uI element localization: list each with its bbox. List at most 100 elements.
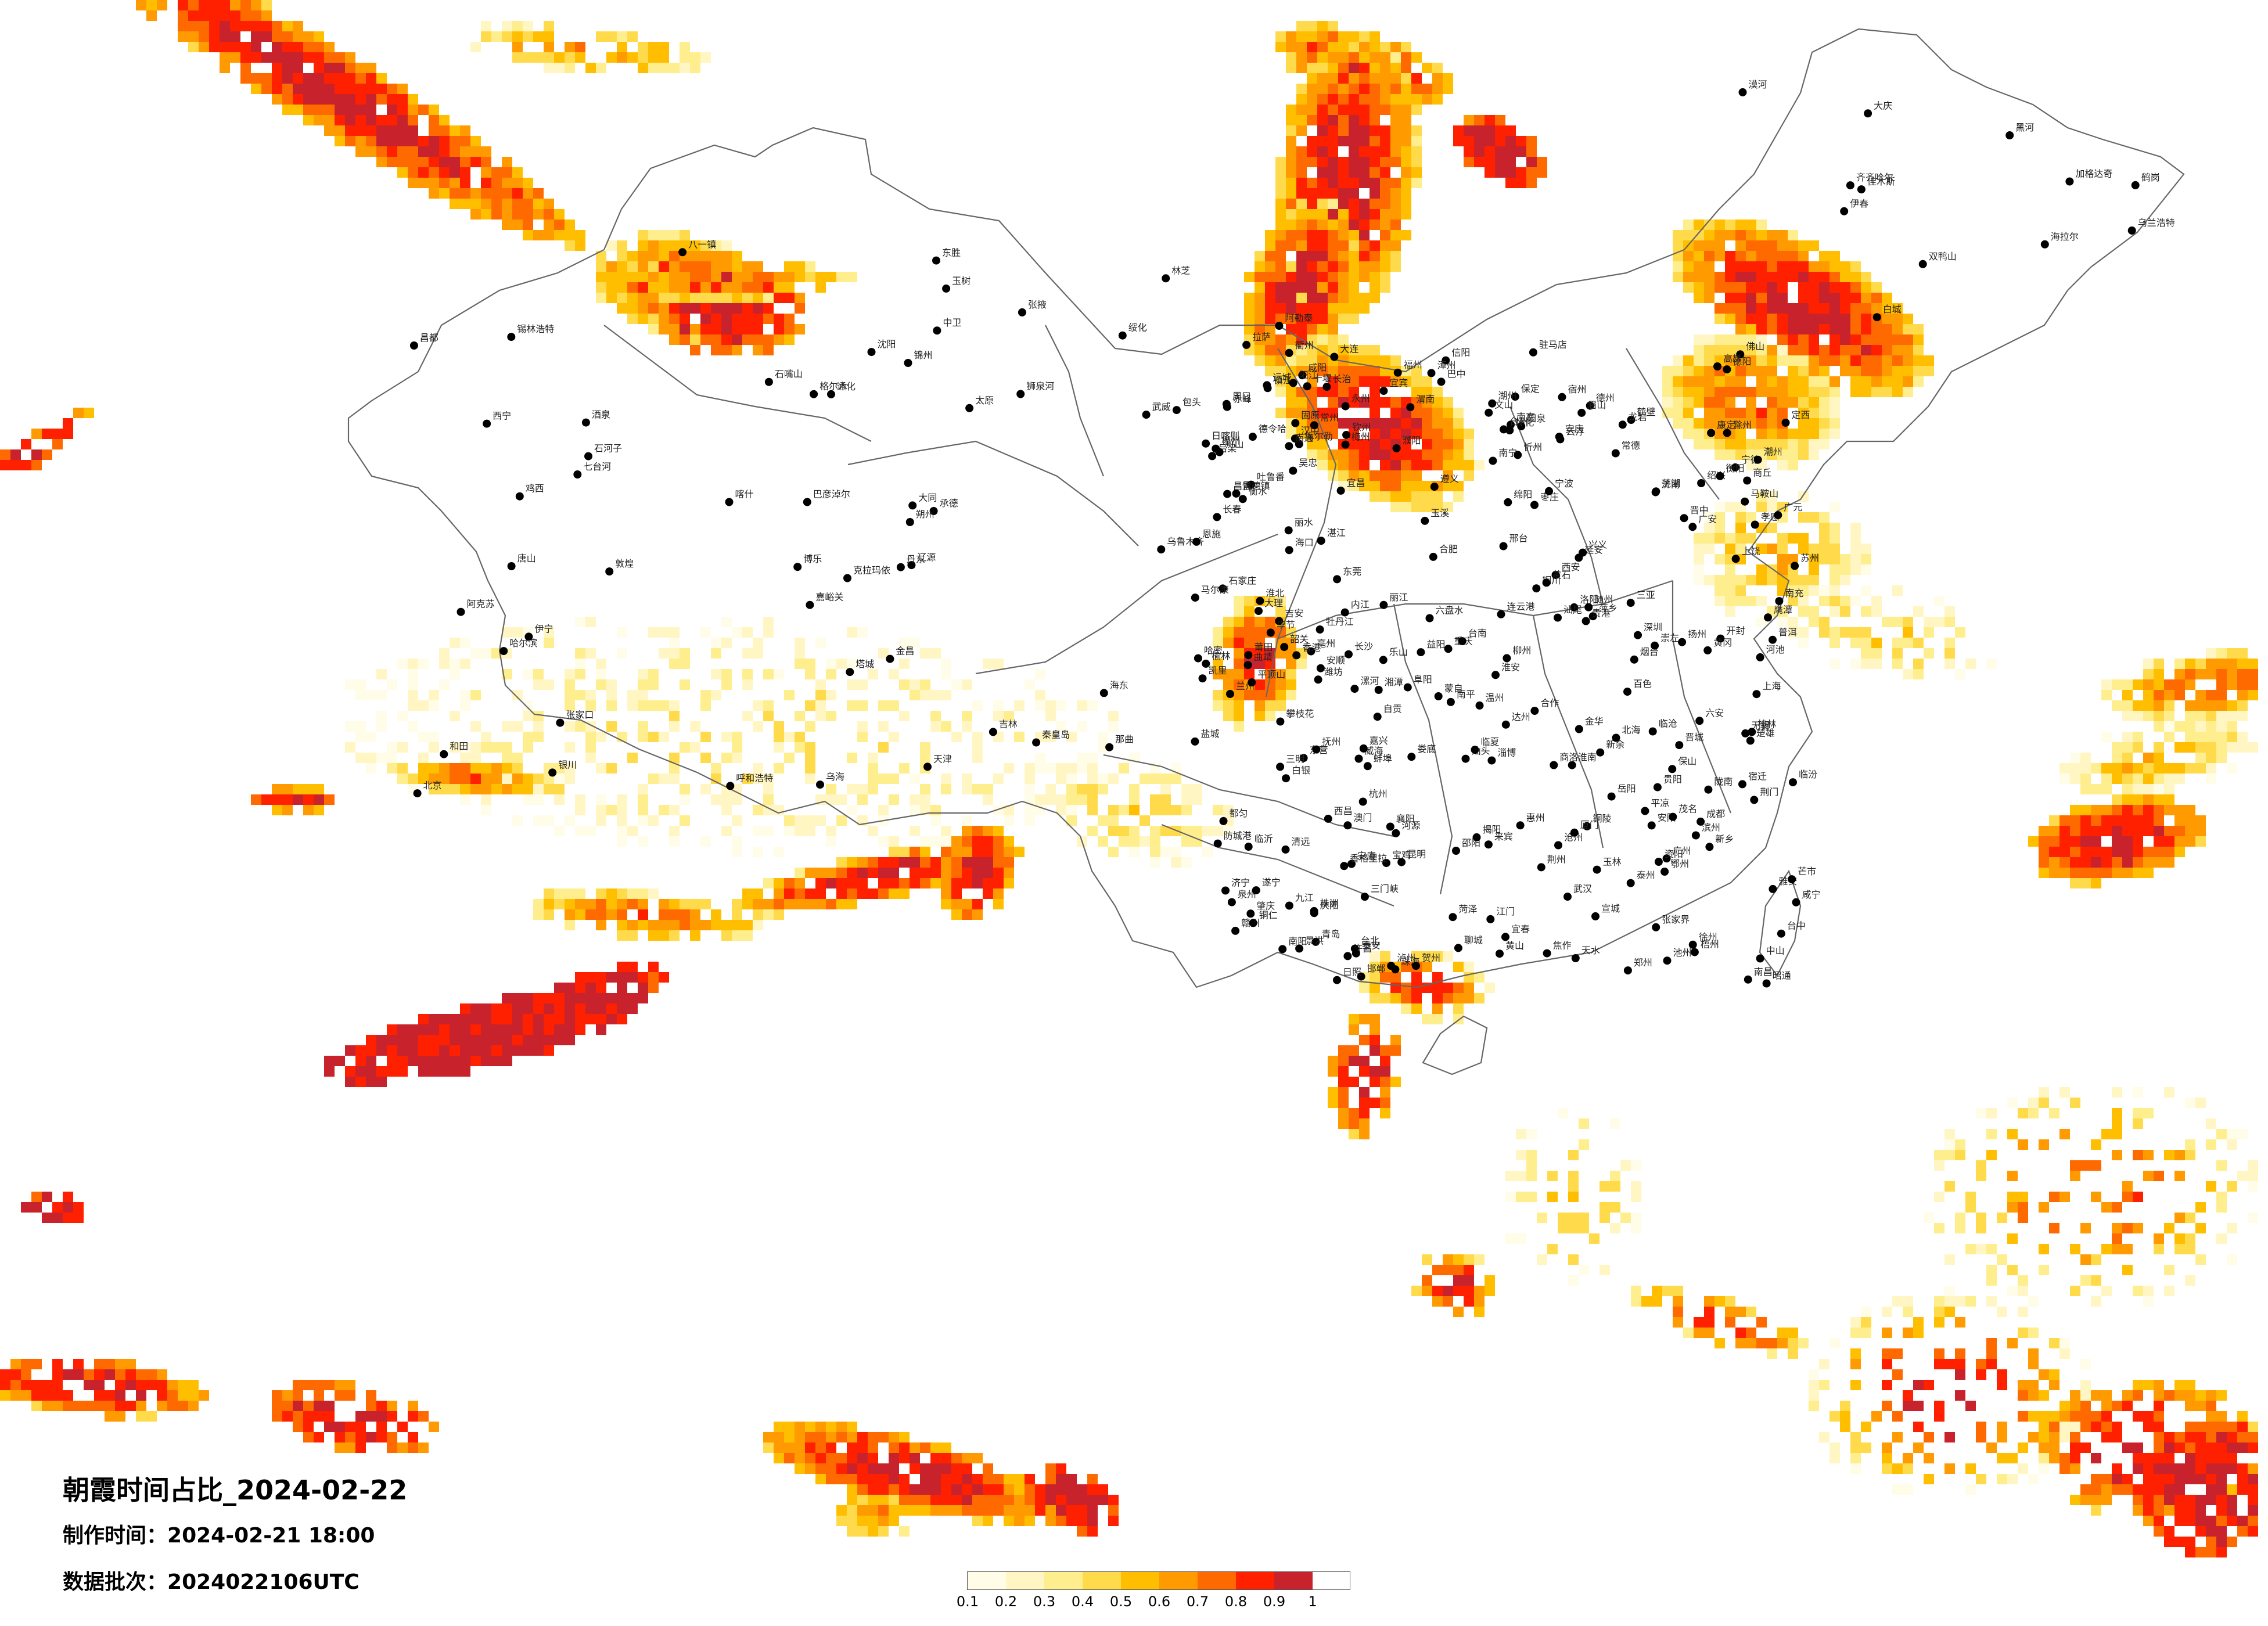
city-dot [1403,683,1412,692]
city-label: 河池 [1766,644,1785,655]
city-dot [1427,369,1436,377]
city-dot [1285,442,1293,451]
city-label: 黑河 [2015,122,2034,133]
city-dot [1583,822,1591,830]
legend-tick-label: 0.8 [1224,1593,1248,1610]
city-label: 晋城 [1685,732,1703,743]
city-dot [1496,949,1504,958]
city-label: 喀什 [735,489,754,500]
city-label: 赤峰 [1233,394,1252,405]
city-label: 商丘 [1753,467,1771,479]
city-dot [1731,555,1740,563]
city-label: 濮阳 [1403,435,1421,446]
city-dot [1485,408,1493,417]
city-label: 秦皇岛 [1042,729,1070,740]
city-label: 江门 [1496,906,1515,917]
city-label: 天水 [1582,945,1600,956]
sunrise-glow-heatmap [0,0,2258,1557]
city-label: 九江 [1295,893,1314,904]
city-dot [806,600,814,609]
city-dot [1675,741,1684,750]
city-dot [1386,822,1394,831]
city-dot [1570,603,1579,611]
city-label: 惠州 [1526,812,1545,823]
city-dot [1918,260,1927,268]
city-dot [1654,858,1663,866]
city-dot [1458,637,1467,646]
city-dot [1243,661,1252,670]
city-dot [1505,426,1514,434]
city-dot [1373,713,1382,721]
city-label: 七台河 [583,461,611,472]
city-dot [896,563,905,571]
city-label: 抚州 [1322,736,1340,747]
city-dot [1756,653,1764,661]
city-dot [1285,546,1293,555]
city-dot [2005,131,2014,139]
city-dot [1298,371,1307,380]
city-dot [524,632,533,641]
city-dot [1630,655,1638,664]
city-dot [1582,617,1590,625]
city-label: 河源 [1401,820,1420,831]
city-label: 德州 [1596,393,1615,404]
city-label: 钦州 [1352,422,1371,433]
city-dot [1499,542,1508,551]
legend-swatch [1121,1572,1159,1589]
legend-swatch [1006,1572,1044,1589]
city-dot [886,654,894,663]
city-label: 高雄 [1723,353,1742,364]
city-dot [1333,976,1341,984]
city-dot [1774,511,1782,520]
city-dot [1623,966,1632,975]
city-dot [1723,429,1731,437]
city-label: 来宾 [1494,831,1513,842]
city-dot [1343,821,1352,830]
city-label: 克拉玛依 [853,565,890,576]
city-label: 鸡西 [526,483,544,494]
city-label: 渭南 [1416,394,1435,405]
city-label: 淮南 [1578,752,1597,763]
city-label: 台中 [1787,920,1806,931]
city-dot [581,418,590,427]
city-label: 沈阳 [878,339,896,350]
city-label: 陇南 [1714,776,1733,787]
city-label: 南宁 [1498,448,1517,459]
city-label: 白城 [1883,304,1902,315]
legend-tick-label: 0.1 [956,1593,979,1610]
city-label: 南通 [1295,433,1313,444]
city-label: 日喀则 [1212,430,1239,441]
city-dot [1202,659,1210,668]
city-label: 龙岩 [1629,411,1647,422]
city-label: 襄阳 [1396,814,1415,825]
city-label: 益阳 [1426,639,1445,650]
city-dot [1421,516,1429,525]
city-label: 八一镇 [688,239,716,250]
city-label: 合肥 [1439,544,1458,555]
city-dot [1248,433,1257,441]
city-dot [1263,384,1272,393]
city-dot [1252,886,1260,895]
city-dot [1751,520,1759,529]
city-dot [1542,578,1551,587]
city-label: 东胜 [942,247,961,258]
city-label: 枣庄 [1540,492,1559,503]
city-dot [1688,940,1697,949]
city-label: 金昌 [896,646,914,657]
city-label: 和田 [450,741,468,752]
city-dot [1741,729,1750,738]
city-dot [1500,425,1508,434]
city-dot [1295,944,1304,953]
city-label: 承德 [940,498,958,509]
city-dot [1579,548,1587,557]
city-label: 商洛 [1559,752,1578,763]
city-label: 六盘水 [1436,605,1464,616]
city-dot [989,728,997,736]
city-label: 嘉兴 [1370,735,1388,746]
city-dot [1503,654,1511,663]
city-dot [1626,599,1635,607]
city-label: 天津 [933,753,952,764]
city-label: 新余 [1606,739,1624,750]
